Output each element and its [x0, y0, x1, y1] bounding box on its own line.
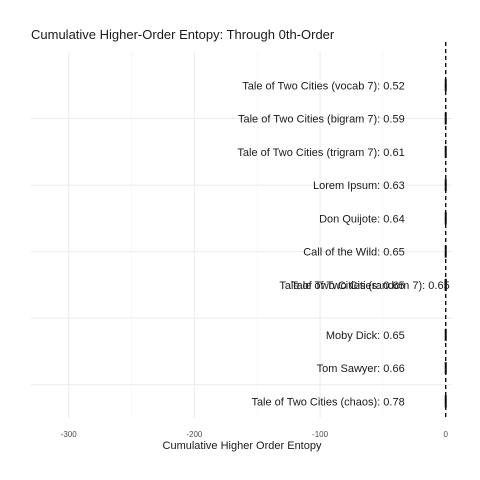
- data-label: Lorem Ipsum: 0.63: [313, 180, 405, 192]
- x-tick-label: 0: [443, 430, 448, 439]
- bar: [444, 145, 447, 158]
- bar: [444, 328, 447, 341]
- data-label: Tale of Two Cities (trigram 7): 0.61: [237, 147, 404, 159]
- data-labels: Tale of Two Cities (vocab 7): 0.52 Tale o…: [237, 80, 449, 408]
- bar: [444, 362, 447, 375]
- bar: [444, 245, 447, 258]
- bar: [444, 278, 447, 291]
- x-axis-title: Cumulative Higher Order Entopy: [163, 440, 322, 452]
- data-label: Tale of Two Cities: 0.65: [291, 280, 405, 292]
- x-tick-label: -200: [186, 430, 203, 439]
- data-label: Tale of Two Cities (chaos): 0.78: [251, 396, 404, 408]
- data-label: Tale of Two Cities (vocab 7): 0.52: [242, 80, 404, 92]
- data-label: Tale of Two Cities (bigram 7): 0.59: [238, 114, 405, 126]
- data-label: Tom Sawyer: 0.66: [317, 363, 405, 375]
- x-ticks: -300 -200 -100 0: [61, 430, 449, 439]
- data-label: Don Quijote: 0.64: [319, 213, 405, 225]
- bar: [444, 112, 447, 125]
- data-label: Tale of Two Cities (random 7): 0.65: [279, 280, 449, 292]
- x-tick-label: -300: [61, 430, 78, 439]
- x-tick-label: -100: [312, 430, 329, 439]
- data-label: Moby Dick: 0.65: [326, 330, 405, 342]
- chart-title: Cumulative Higher-Order Entopy: Through …: [31, 27, 335, 42]
- data-label: Call of the Wild: 0.65: [303, 247, 405, 259]
